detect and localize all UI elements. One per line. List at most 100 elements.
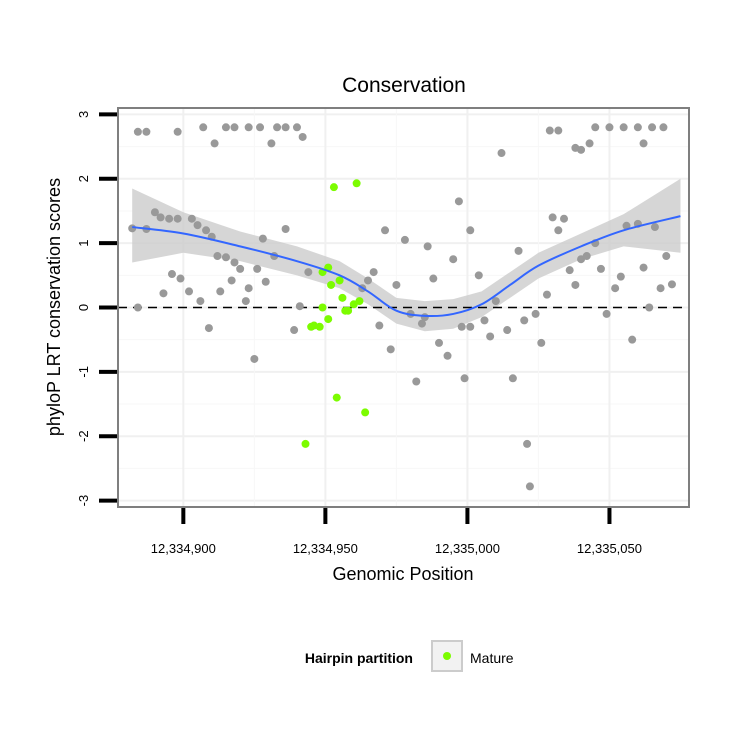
other-point xyxy=(204,324,213,333)
mature-point xyxy=(335,276,344,285)
other-point xyxy=(585,139,594,148)
other-point xyxy=(150,208,159,217)
mature-point xyxy=(352,179,361,188)
other-point xyxy=(466,226,475,235)
other-point xyxy=(474,271,483,280)
confidence-ribbon-layer xyxy=(132,178,681,332)
y-axis-label: phyloP LRT conservation scores xyxy=(44,178,64,436)
other-point xyxy=(273,123,282,132)
other-point xyxy=(628,335,637,344)
other-point xyxy=(241,297,250,306)
other-point xyxy=(639,263,648,272)
other-point xyxy=(659,123,668,132)
other-point xyxy=(156,213,165,222)
mature-point xyxy=(355,297,364,306)
other-point xyxy=(199,123,208,132)
other-point xyxy=(304,268,313,277)
other-point xyxy=(295,302,304,311)
other-point xyxy=(185,287,194,296)
other-point xyxy=(435,338,444,347)
other-point xyxy=(633,123,642,132)
other-point xyxy=(571,280,580,289)
confidence-ribbon xyxy=(132,178,681,332)
y-tick-label: 3 xyxy=(76,111,91,118)
other-point xyxy=(545,126,554,135)
y-tick-label: -1 xyxy=(76,366,91,378)
other-point xyxy=(577,145,586,154)
mature-point xyxy=(361,408,370,417)
other-point xyxy=(258,234,267,243)
other-point xyxy=(216,287,225,296)
other-point xyxy=(491,297,500,306)
loess-smooth-line xyxy=(132,215,681,318)
other-point xyxy=(514,246,523,255)
other-point xyxy=(167,270,176,279)
mature-point xyxy=(301,439,310,448)
other-point xyxy=(230,258,239,267)
other-point xyxy=(582,252,591,261)
other-point xyxy=(565,266,574,275)
other-point xyxy=(159,289,168,298)
mature-point xyxy=(307,322,316,331)
other-point xyxy=(523,439,532,448)
other-point xyxy=(202,226,211,235)
other-point xyxy=(650,223,659,232)
other-point xyxy=(616,272,625,281)
mature-point xyxy=(344,306,353,315)
other-point xyxy=(187,214,196,223)
mature-point xyxy=(327,280,336,289)
x-tick-label: 12,334,900 xyxy=(151,541,216,556)
other-point xyxy=(412,377,421,386)
other-point xyxy=(656,284,665,293)
legend: Hairpin partition Mature xyxy=(305,640,514,672)
other-point xyxy=(261,277,270,286)
legend-title: Hairpin partition xyxy=(305,650,413,666)
other-point xyxy=(423,242,432,251)
other-point xyxy=(429,274,438,283)
other-point xyxy=(420,313,429,322)
other-point xyxy=(176,274,185,283)
y-axis: 3 2 1 0 -1 -2 -3 xyxy=(76,111,117,506)
other-point xyxy=(454,197,463,206)
other-point xyxy=(443,351,452,360)
other-point xyxy=(605,123,614,132)
other-point xyxy=(375,321,384,330)
other-point xyxy=(466,322,475,331)
x-axis-label: Genomic Position xyxy=(332,564,473,584)
other-point xyxy=(503,326,512,335)
other-point xyxy=(173,127,182,136)
chart-title: Conservation xyxy=(342,74,466,97)
mature-point xyxy=(318,303,327,312)
y-tick-label: 1 xyxy=(76,240,91,247)
other-point xyxy=(133,303,142,312)
other-point xyxy=(381,226,390,235)
other-point xyxy=(591,123,600,132)
smooth-line-layer xyxy=(132,215,681,318)
other-point xyxy=(363,276,372,285)
other-point xyxy=(639,139,648,148)
other-point xyxy=(142,127,151,136)
other-point xyxy=(508,374,517,383)
other-point xyxy=(619,123,628,132)
other-point xyxy=(369,268,378,277)
other-point xyxy=(290,326,299,335)
other-point xyxy=(221,253,230,262)
legend-key-mature-point xyxy=(443,652,451,660)
other-point xyxy=(457,322,466,331)
other-point xyxy=(480,316,489,325)
other-point xyxy=(537,338,546,347)
other-point xyxy=(417,319,426,328)
other-point xyxy=(173,214,182,223)
other-point xyxy=(497,149,506,158)
other-point xyxy=(602,309,611,318)
other-point xyxy=(645,303,654,312)
other-point xyxy=(281,123,290,132)
other-point xyxy=(253,264,262,273)
other-point xyxy=(449,255,458,264)
other-point xyxy=(667,280,676,289)
other-point xyxy=(244,284,253,293)
other-point xyxy=(525,482,534,491)
other-point xyxy=(256,123,265,132)
other-point xyxy=(193,221,202,230)
other-point xyxy=(165,214,174,223)
